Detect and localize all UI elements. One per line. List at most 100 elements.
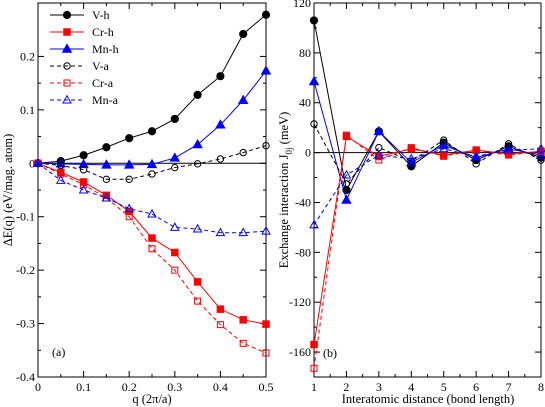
data-point-mn-a xyxy=(261,225,271,235)
data-point-mn-a xyxy=(406,153,417,163)
data-point-v-h xyxy=(261,10,271,19)
data-point-cr-a xyxy=(310,364,318,372)
y-tick-label: 0.1 xyxy=(20,103,35,117)
data-point-cr-h xyxy=(171,248,179,257)
panel-b-y-axis-title-main: Exchange interaction J xyxy=(277,154,291,268)
series-line-v-h xyxy=(37,14,267,164)
y-tick-label: -80 xyxy=(295,245,311,259)
data-point-v-h xyxy=(170,114,179,124)
y-tick-label: -0.3 xyxy=(16,317,35,331)
panel-a-ticks: 0 0.1 0.2 0.3 0.4 0.5 -0.4 -0.3 -0.2 -0.1 0 0.1 0.2 xyxy=(16,3,274,394)
data-point-v-a xyxy=(504,140,513,148)
panel-b-series xyxy=(308,16,545,372)
panel-b-y-axis-title-subscript: 0j xyxy=(284,147,294,154)
series-line-mn-h xyxy=(37,70,267,166)
panel-a-plot-frame xyxy=(37,2,267,378)
data-point-cr-a xyxy=(407,144,415,152)
series-mn-h xyxy=(32,65,272,169)
panel-b-x-axis-title: Interatomic distance (bond length) xyxy=(342,392,515,406)
series-line-cr-h xyxy=(313,135,542,345)
x-tick-label: 6 xyxy=(473,380,479,394)
legend-label-cr-h: Cr-h xyxy=(92,25,114,39)
data-point-mn-a xyxy=(169,222,180,231)
data-point-v-a xyxy=(79,165,88,174)
x-tick-label: 1 xyxy=(311,380,317,394)
series-line-v-h xyxy=(313,20,542,192)
data-point-v-a xyxy=(148,170,156,178)
legend-marker-mn-a xyxy=(62,94,72,104)
data-point-mn-a xyxy=(192,223,203,233)
data-point-mn-h xyxy=(341,194,352,204)
series-cr-h xyxy=(310,132,545,349)
series-mn-a xyxy=(33,158,271,237)
series-line-mn-a xyxy=(313,148,542,226)
data-point-mn-a xyxy=(238,227,249,237)
series-cr-a xyxy=(34,159,270,357)
data-point-cr-a xyxy=(80,181,88,189)
panel-a-y-axis-title: ΔE(q) (eV/mag. atom) xyxy=(1,134,15,247)
x-tick-label: 5 xyxy=(441,380,447,394)
data-point-cr-h xyxy=(439,151,448,159)
data-point-cr-a xyxy=(194,297,202,305)
panel-a-series xyxy=(32,10,272,357)
data-point-v-a xyxy=(57,161,65,170)
data-point-v-a xyxy=(171,163,179,172)
x-tick-label: 0 xyxy=(35,380,41,394)
data-point-mn-h xyxy=(308,75,320,86)
y-tick-label: -0.4 xyxy=(16,370,35,384)
data-point-v-a xyxy=(472,160,480,168)
x-tick-label: 0.2 xyxy=(122,380,137,394)
series-cr-a xyxy=(310,131,545,372)
x-tick-label: 3 xyxy=(376,380,382,394)
data-point-cr-a xyxy=(216,321,224,329)
legend-label-v-a: V-a xyxy=(92,59,110,73)
data-point-mn-h xyxy=(192,138,203,149)
data-point-mn-a xyxy=(341,169,352,179)
data-point-v-a xyxy=(102,175,111,184)
data-point-v-a xyxy=(262,141,270,150)
data-point-v-h xyxy=(102,143,111,152)
data-point-mn-h xyxy=(237,94,249,104)
data-point-mn-h xyxy=(169,152,181,162)
data-point-mn-a xyxy=(374,149,384,159)
y-tick-label: -0.1 xyxy=(16,210,35,224)
series-line-v-a xyxy=(37,145,267,180)
data-point-mn-a xyxy=(471,151,481,160)
legend-label-cr-a: Cr-a xyxy=(92,76,114,90)
data-point-mn-a xyxy=(503,144,514,154)
data-point-v-h xyxy=(193,90,202,99)
data-point-cr-a xyxy=(440,152,448,160)
x-tick-label: 0.1 xyxy=(76,380,91,394)
series-line-mn-a xyxy=(37,162,267,234)
data-point-mn-a xyxy=(78,184,89,194)
y-tick-label: 120 xyxy=(293,0,311,10)
data-point-mn-a xyxy=(101,192,112,202)
legend-marker-v-a xyxy=(63,62,71,70)
series-line-cr-h xyxy=(37,162,267,325)
y-tick-label: -40 xyxy=(295,195,311,209)
data-point-v-h xyxy=(79,151,88,160)
legend-label-mn-h: Mn-h xyxy=(92,42,119,56)
panel-b-ticks: 1 2 3 4 5 6 7 8 -160 -120 -80 -40 0 40 80 120 xyxy=(289,0,544,394)
panel-b-label: (b) xyxy=(323,346,337,360)
data-point-mn-a xyxy=(536,143,545,153)
data-point-mn-a xyxy=(124,203,135,213)
legend-marker-cr-a xyxy=(63,79,71,87)
data-point-cr-a xyxy=(262,349,270,357)
y-tick-label: 80 xyxy=(299,46,311,60)
y-tick-label: -120 xyxy=(289,295,311,309)
data-point-cr-a xyxy=(342,131,350,139)
data-point-v-a xyxy=(375,143,383,152)
data-point-mn-h xyxy=(123,159,135,169)
data-point-v-h xyxy=(125,134,134,143)
data-point-v-h xyxy=(147,127,157,136)
x-tick-label: 0.3 xyxy=(167,380,182,394)
data-point-mn-a xyxy=(215,227,226,237)
data-point-mn-h xyxy=(373,125,385,136)
x-tick-label: 0.5 xyxy=(259,380,274,394)
y-tick-label: -0.2 xyxy=(16,263,35,277)
series-line-v-a xyxy=(313,123,542,185)
series-line-cr-a xyxy=(37,162,267,354)
legend-label-mn-a: Mn-a xyxy=(92,93,119,107)
x-tick-label: 7 xyxy=(506,380,512,394)
